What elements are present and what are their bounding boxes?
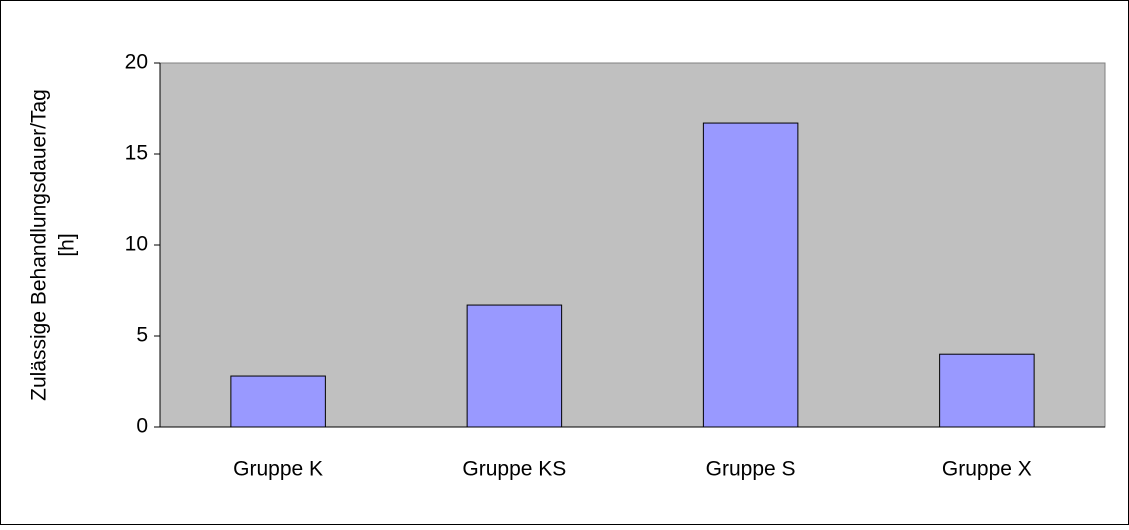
y-tick-label: 15 — [125, 142, 148, 165]
y-tick-label: 20 — [125, 51, 148, 74]
bar — [939, 353, 1035, 428]
x-tick-label: Gruppe X — [942, 458, 1032, 481]
y-axis-label-line: [h] — [56, 233, 79, 256]
bar — [230, 375, 326, 428]
bar — [466, 304, 563, 428]
bar — [702, 122, 799, 428]
x-tick-label: Gruppe S — [706, 458, 796, 481]
y-tick-label: 10 — [125, 233, 148, 256]
y-axis-label: Zulässige Behandlungsdauer/Tag [h] — [28, 89, 79, 401]
y-tick-label: 0 — [136, 415, 148, 438]
x-tick-label: Gruppe K — [233, 458, 323, 481]
y-tick-label: 5 — [136, 324, 148, 347]
y-axis-label-line: Zulässige Behandlungsdauer/Tag — [28, 89, 51, 401]
x-tick-label: Gruppe KS — [462, 458, 566, 481]
